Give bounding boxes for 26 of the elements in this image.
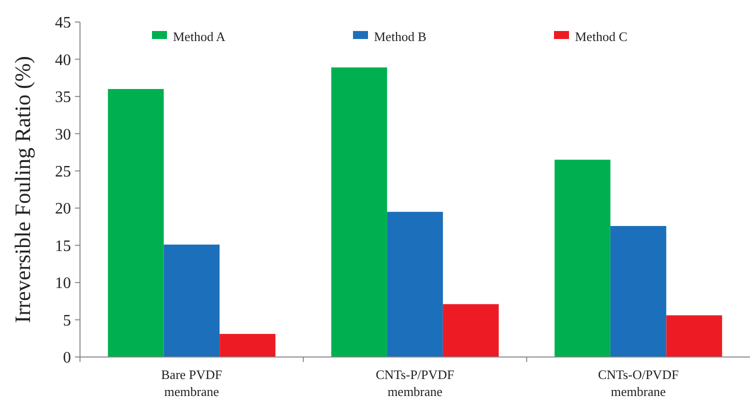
y-axis-title: Irreversible Fouling Ratio (%)	[10, 56, 35, 323]
bar	[220, 334, 276, 357]
y-tick-label: 0	[63, 350, 71, 367]
y-tick-label: 20	[55, 200, 71, 218]
x-tick-label: CNTs-P/PVDF membrane	[376, 367, 454, 399]
legend-label: Method C	[575, 28, 628, 44]
bar	[331, 67, 388, 357]
y-tick-label: 10	[55, 275, 71, 292]
y-tick-label: 35	[55, 89, 71, 106]
y-tick-label: 30	[55, 126, 71, 144]
y-tick-label: 25	[55, 163, 71, 180]
y-tick-label: 40	[55, 52, 71, 69]
bar	[554, 160, 610, 357]
legend-label: Method B	[374, 28, 427, 44]
bar	[610, 226, 666, 357]
bar	[108, 89, 164, 357]
y-tick-label: 5	[63, 312, 71, 330]
x-tick-label: CNTs-O/PVDF membrane	[598, 367, 679, 399]
legend-label: Method A	[173, 28, 226, 44]
bar	[387, 212, 443, 357]
y-tick-label: 15	[55, 238, 71, 255]
bar	[666, 315, 722, 357]
x-tick-label: Bare PVDF membrane	[161, 367, 222, 399]
bar	[164, 244, 220, 357]
bar	[442, 304, 499, 357]
y-tick-label: 45	[55, 14, 71, 32]
